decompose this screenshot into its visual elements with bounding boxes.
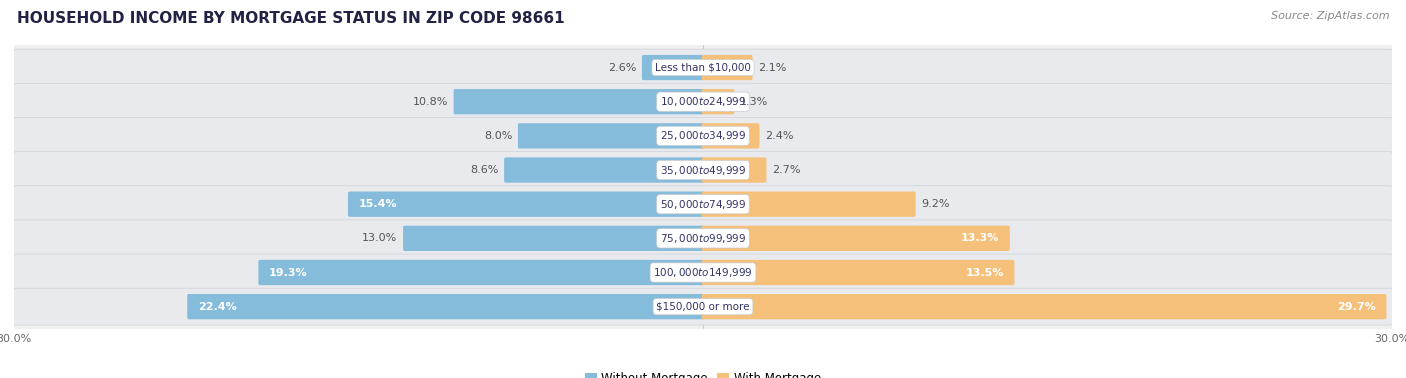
Text: 9.2%: 9.2% bbox=[921, 199, 949, 209]
FancyBboxPatch shape bbox=[259, 260, 704, 285]
FancyBboxPatch shape bbox=[643, 55, 704, 80]
FancyBboxPatch shape bbox=[13, 254, 1393, 291]
FancyBboxPatch shape bbox=[517, 123, 704, 149]
Text: 2.6%: 2.6% bbox=[607, 63, 637, 73]
Text: 8.0%: 8.0% bbox=[484, 131, 512, 141]
Text: $100,000 to $149,999: $100,000 to $149,999 bbox=[654, 266, 752, 279]
Text: $75,000 to $99,999: $75,000 to $99,999 bbox=[659, 232, 747, 245]
Text: $25,000 to $34,999: $25,000 to $34,999 bbox=[659, 129, 747, 143]
FancyBboxPatch shape bbox=[13, 288, 1393, 325]
FancyBboxPatch shape bbox=[347, 192, 704, 217]
FancyBboxPatch shape bbox=[702, 123, 759, 149]
Text: 13.0%: 13.0% bbox=[363, 233, 398, 243]
FancyBboxPatch shape bbox=[13, 49, 1393, 86]
FancyBboxPatch shape bbox=[454, 89, 704, 115]
Legend: Without Mortgage, With Mortgage: Without Mortgage, With Mortgage bbox=[585, 372, 821, 378]
Text: 22.4%: 22.4% bbox=[198, 302, 236, 311]
Text: $10,000 to $24,999: $10,000 to $24,999 bbox=[659, 95, 747, 108]
FancyBboxPatch shape bbox=[702, 260, 1014, 285]
Text: 15.4%: 15.4% bbox=[359, 199, 396, 209]
Text: 2.4%: 2.4% bbox=[765, 131, 793, 141]
FancyBboxPatch shape bbox=[13, 186, 1393, 223]
Text: $35,000 to $49,999: $35,000 to $49,999 bbox=[659, 164, 747, 177]
Text: 1.3%: 1.3% bbox=[740, 97, 768, 107]
FancyBboxPatch shape bbox=[13, 220, 1393, 257]
FancyBboxPatch shape bbox=[13, 83, 1393, 120]
Text: 8.6%: 8.6% bbox=[470, 165, 499, 175]
Text: HOUSEHOLD INCOME BY MORTGAGE STATUS IN ZIP CODE 98661: HOUSEHOLD INCOME BY MORTGAGE STATUS IN Z… bbox=[17, 11, 564, 26]
Text: Less than $10,000: Less than $10,000 bbox=[655, 63, 751, 73]
FancyBboxPatch shape bbox=[13, 118, 1393, 154]
FancyBboxPatch shape bbox=[702, 226, 1010, 251]
FancyBboxPatch shape bbox=[702, 55, 752, 80]
FancyBboxPatch shape bbox=[187, 294, 704, 319]
Text: 10.8%: 10.8% bbox=[413, 97, 449, 107]
FancyBboxPatch shape bbox=[702, 89, 734, 115]
FancyBboxPatch shape bbox=[702, 294, 1386, 319]
Text: 2.7%: 2.7% bbox=[772, 165, 800, 175]
Text: 2.1%: 2.1% bbox=[758, 63, 786, 73]
Text: 29.7%: 29.7% bbox=[1337, 302, 1376, 311]
Text: $50,000 to $74,999: $50,000 to $74,999 bbox=[659, 198, 747, 211]
FancyBboxPatch shape bbox=[404, 226, 704, 251]
Text: 13.3%: 13.3% bbox=[960, 233, 1000, 243]
FancyBboxPatch shape bbox=[505, 157, 704, 183]
FancyBboxPatch shape bbox=[702, 192, 915, 217]
Text: Source: ZipAtlas.com: Source: ZipAtlas.com bbox=[1271, 11, 1389, 21]
Text: $150,000 or more: $150,000 or more bbox=[657, 302, 749, 311]
FancyBboxPatch shape bbox=[702, 157, 766, 183]
FancyBboxPatch shape bbox=[13, 152, 1393, 189]
Text: 19.3%: 19.3% bbox=[269, 268, 308, 277]
Text: 13.5%: 13.5% bbox=[966, 268, 1004, 277]
